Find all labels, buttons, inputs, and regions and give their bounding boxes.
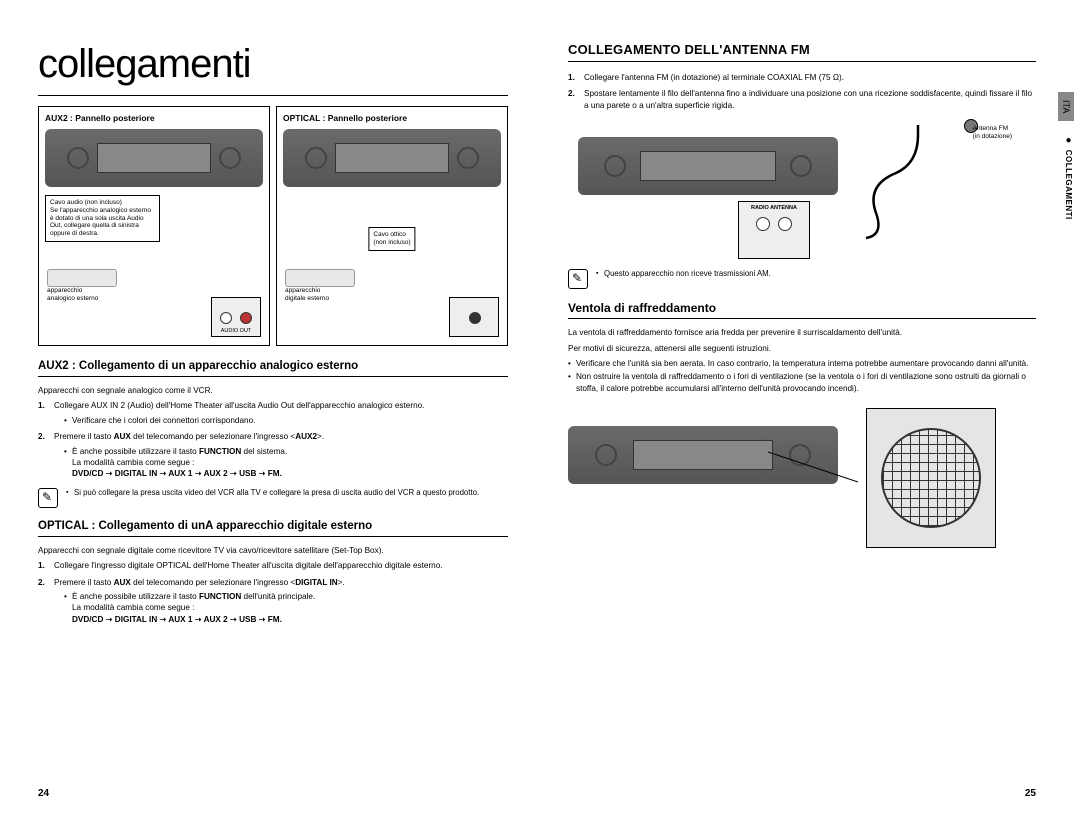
page-left: collegamenti AUX2 : Pannello posteriore … <box>0 0 540 817</box>
diagram-aux2: AUX2 : Pannello posteriore Cavo audio (n… <box>38 106 270 346</box>
diagram-optical: OPTICAL : Pannello posteriore Cavo ottic… <box>276 106 508 346</box>
fm-heading: COLLEGAMENTO DELL'ANTENNA FM <box>568 42 1036 57</box>
note-icon <box>568 269 588 289</box>
aux2-step1-bullet: Verificare che i colori dei connettori c… <box>64 415 508 426</box>
cooling-b1: Verificare che l'unità sia ben aerata. I… <box>568 358 1036 369</box>
chapter-title: collegamenti <box>38 42 508 87</box>
note-icon <box>38 488 58 508</box>
page-number-left: 24 <box>38 788 49 799</box>
optical-steps: Collegare l'ingresso digitale OPTICAL de… <box>38 560 508 625</box>
optical-heading: OPTICAL : Collegamento di unA apparecchi… <box>38 520 508 532</box>
page-number-right: 25 <box>1025 788 1036 799</box>
optical-subtitle: Apparecchi con segnale digitale come ric… <box>38 545 508 556</box>
optical-cable-callout: Cavo ottico (non incluso) <box>368 227 415 251</box>
aux2-cable-callout: Cavo audio (non incluso) Se l'apparecchi… <box>45 195 160 242</box>
fm-step-2: Spostare lentamente il filo dell'antenna… <box>568 88 1036 111</box>
chapter-rule <box>38 95 508 96</box>
fan-grille-icon <box>881 428 981 528</box>
fm-note-list: Questo apparecchio non riceve trasmissio… <box>596 269 771 280</box>
cooling-leader-line <box>768 432 888 492</box>
optical-step-2: Premere il tasto AUX del telecomando per… <box>38 577 508 626</box>
aux2-note: Si può collegare la presa uscita video d… <box>66 488 479 499</box>
page-spread: collegamenti AUX2 : Pannello posteriore … <box>0 0 1080 817</box>
fm-note-row: Questo apparecchio non riceve trasmissio… <box>568 269 1036 289</box>
cooling-diagram <box>568 402 1036 582</box>
aux2-heading: AUX2 : Collegamento di un apparecchio an… <box>38 360 508 372</box>
fm-unit <box>578 133 838 203</box>
aux2-step2-bullet: È anche possibile utilizzare il tasto FU… <box>64 446 508 480</box>
audio-out-label: AUDIO OUT <box>212 328 260 334</box>
aux2-device-caption: apparecchio analogico esterno <box>47 287 117 303</box>
fm-step-1: Collegare l'antenna FM (in dotazione) al… <box>568 72 1036 83</box>
side-tab: ITA ● COLLEGAMENTI <box>1058 92 1080 312</box>
audio-out-jack: AUDIO OUT <box>211 297 261 337</box>
radio-antenna-label: RADIO ANTENNA <box>739 205 809 211</box>
diagram-optical-label: OPTICAL : Pannello posteriore <box>283 113 501 123</box>
fm-steps: Collegare l'antenna FM (in dotazione) al… <box>568 72 1036 111</box>
aux2-subtitle: Apparecchi con segnale analogico come il… <box>38 385 508 396</box>
aux2-steps: Collegare AUX IN 2 (Audio) dell'Home The… <box>38 400 508 480</box>
digital-out-jack <box>449 297 499 337</box>
diagram-row: AUX2 : Pannello posteriore Cavo audio (n… <box>38 106 508 346</box>
antenna-wire <box>856 123 966 243</box>
fm-note: Questo apparecchio non riceve trasmissio… <box>596 269 771 280</box>
fm-rule <box>568 61 1036 62</box>
digital-device-icon <box>285 269 355 287</box>
aux2-note-list: Si può collegare la presa uscita video d… <box>66 488 479 499</box>
optical-step2-bullet: È anche possibile utilizzare il tasto FU… <box>64 591 508 625</box>
cooling-p1: La ventola di raffreddamento fornisce ar… <box>568 327 1036 338</box>
tab-language: ITA <box>1058 92 1074 121</box>
page-right: COLLEGAMENTO DELL'ANTENNA FM Collegare l… <box>540 0 1080 817</box>
optical-device-area: apparecchio digitale esterno <box>285 265 355 303</box>
cooling-heading: Ventola di raffreddamento <box>568 301 1036 315</box>
aux2-step-2: Premere il tasto AUX del telecomando per… <box>38 431 508 480</box>
unit-rear-optical <box>283 129 501 187</box>
aux2-device-area: apparecchio analogico esterno <box>47 265 117 303</box>
unit-rear-aux2 <box>45 129 263 187</box>
cooling-b2: Non ostruire la ventola di raffreddament… <box>568 371 1036 394</box>
aux2-step-1: Collegare AUX IN 2 (Audio) dell'Home The… <box>38 400 508 426</box>
aux2-rule <box>38 376 508 377</box>
antenna-label: Antenna FM (in dotazione) <box>973 125 1012 141</box>
cooling-p2: Per motivi di sicurezza, attenersi alle … <box>568 343 1036 354</box>
analog-device-icon <box>47 269 117 287</box>
aux2-note-row: Si può collegare la presa uscita video d… <box>38 488 508 508</box>
fm-diagram: RADIO ANTENNA Antenna FM (in dotazione) <box>568 119 1036 259</box>
optical-device-caption: apparecchio digitale esterno <box>285 287 355 303</box>
cooling-rule <box>568 318 1036 319</box>
diagram-aux2-label: AUX2 : Pannello posteriore <box>45 113 263 123</box>
tab-section: ● COLLEGAMENTI <box>1058 121 1079 220</box>
antenna-port-box: RADIO ANTENNA <box>738 201 810 259</box>
cooling-bullets: Verificare che l'unità sia ben aerata. I… <box>568 358 1036 394</box>
optical-step-1: Collegare l'ingresso digitale OPTICAL de… <box>38 560 508 571</box>
optical-rule <box>38 536 508 537</box>
